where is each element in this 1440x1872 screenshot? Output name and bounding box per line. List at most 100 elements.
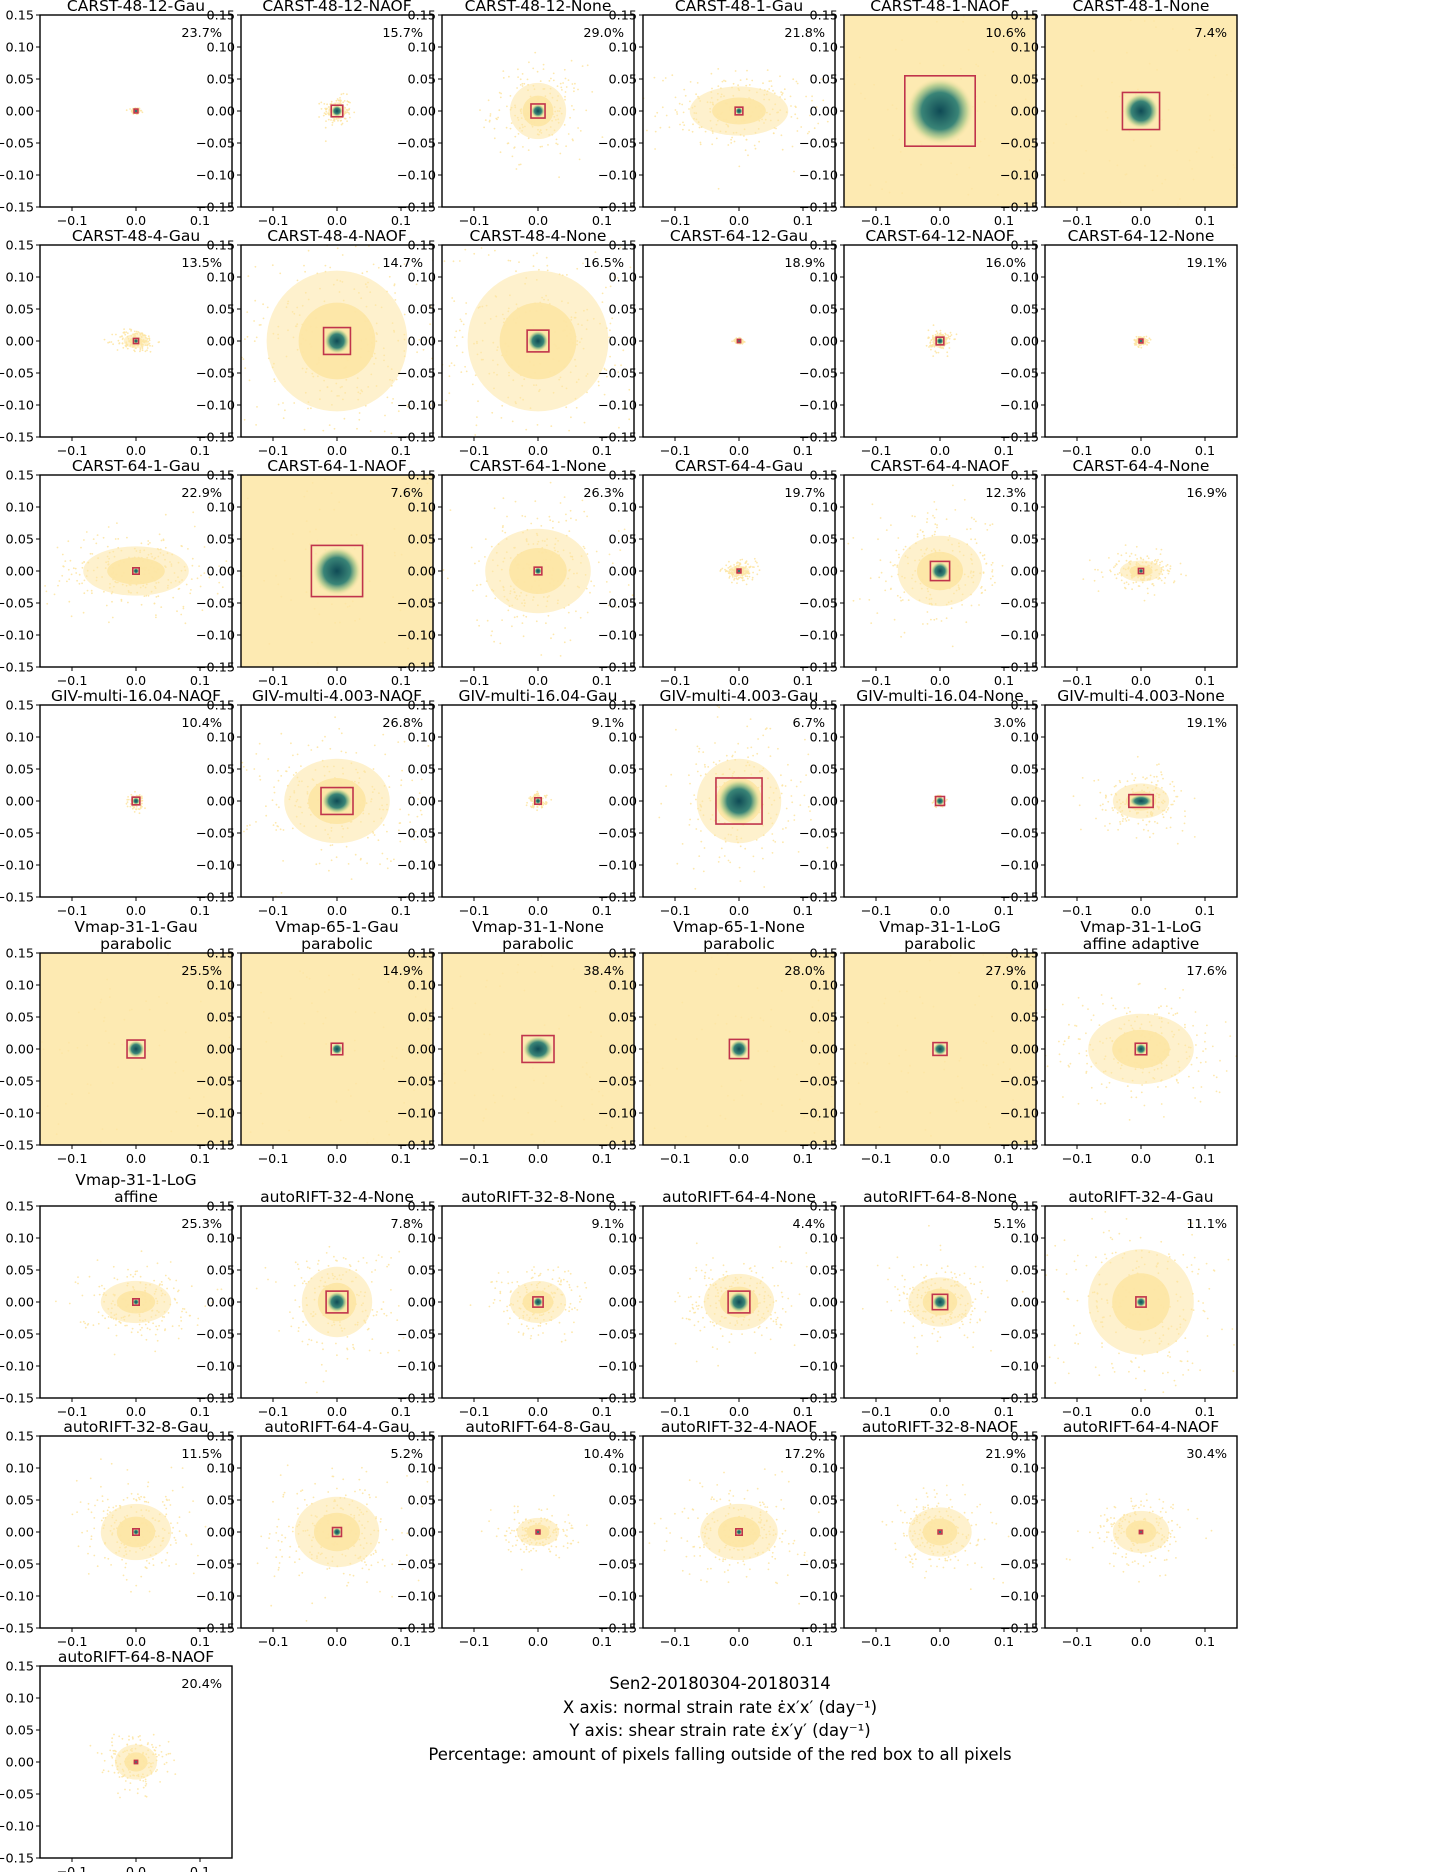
scatter-point [451,297,454,299]
scatter-point [1159,553,1162,555]
scatter-point [701,800,704,803]
scatter-point [372,768,375,770]
scatter-point [757,116,760,118]
scatter-point [1175,795,1178,798]
scatter-panel: −0.1 0.0 0.10.150.100.050.00−0.05−0.10−0.1… [174,457,466,689]
scatter-point [583,547,586,550]
scatter-point [429,323,431,326]
scatter-point [1150,574,1152,577]
scatter-point [338,395,340,397]
scatter-point [525,563,528,565]
scatter-point [273,786,275,788]
scatter-point [793,819,796,821]
scatter-point [328,770,331,773]
scatter-point [585,375,588,377]
scatter-point [1028,117,1030,120]
scatter-point [339,97,341,99]
scatter-point [648,284,650,286]
panel-title: CARST-64-12-Gau [670,227,808,245]
scatter-point [780,91,783,93]
scatter-point [365,802,368,805]
scatter-point [174,651,176,653]
scatter-point [1147,567,1150,569]
plot-area [442,245,650,437]
scatter-point [836,92,838,94]
density-core [132,797,140,805]
scatter-point [548,134,551,136]
scatter-point [700,126,703,128]
scatter-point [489,115,492,117]
scatter-point [141,111,144,114]
scatter-point [425,841,427,843]
x-tick-label: −0.1 [860,444,891,459]
scatter-point [1136,755,1139,758]
scatter-point [334,716,336,719]
scatter-point [716,716,719,718]
scatter-point [712,761,715,764]
scatter-point [1173,580,1176,582]
x-tick-label: −0.1 [257,904,288,919]
scatter-point [282,829,285,831]
scatter-point [732,772,734,775]
scatter-point [725,564,728,567]
scatter-point [95,542,98,545]
scatter-point [553,371,556,374]
scatter-point [507,310,510,313]
scatter-point [1116,811,1119,814]
scatter-point [1119,806,1122,808]
scatter-point [136,591,139,594]
scatter-point [516,116,519,119]
scatter-point [353,288,356,290]
scatter-point [557,118,560,121]
scatter-point [343,417,346,420]
scatter-point [981,591,983,594]
scatter-point [804,738,806,741]
scatter-point [164,558,166,561]
scatter-point [391,379,394,382]
scatter-point [738,563,741,566]
scatter-point [534,302,537,305]
scatter-point [933,501,936,503]
scatter-point [742,566,745,569]
scatter-point [255,336,258,339]
panel-title: CARST-48-1-Gau [675,0,803,15]
scatter-point [585,328,588,331]
scatter-point [614,364,616,367]
scatter-point [503,557,506,560]
scatter-point [1149,338,1152,341]
scatter-point [300,765,302,767]
scatter-point [512,379,515,382]
scatter-point [734,118,736,121]
scatter-point [880,323,882,325]
scatter-point [979,551,982,554]
scatter-point [702,814,705,817]
y-tick-label: −0.15 [0,661,34,676]
scatter-point [157,581,160,584]
scatter-point [769,786,772,789]
scatter-point [739,79,742,81]
y-tick-label: 0.00 [609,335,638,350]
scatter-point [927,590,929,593]
scatter-point [566,274,568,276]
scatter-point [585,109,588,112]
scatter-point [575,406,578,409]
scatter-point [1125,559,1128,562]
scatter-point [936,332,939,335]
scatter-point [139,350,141,353]
scatter-point [751,111,754,113]
scatter-point [371,336,374,339]
scatter-point [255,753,258,755]
scatter-point [521,130,523,132]
scatter-point [127,796,129,798]
y-tick-label: 0.10 [6,731,35,746]
scatter-point [75,572,78,574]
scatter-point [117,546,120,549]
scatter-point [145,566,148,569]
scatter-point [605,581,608,583]
scatter-point [399,808,401,811]
scatter-point [267,758,270,760]
scatter-point [922,623,924,625]
scatter-point [674,96,677,99]
scatter-point [341,254,344,256]
scatter-point [464,615,466,617]
